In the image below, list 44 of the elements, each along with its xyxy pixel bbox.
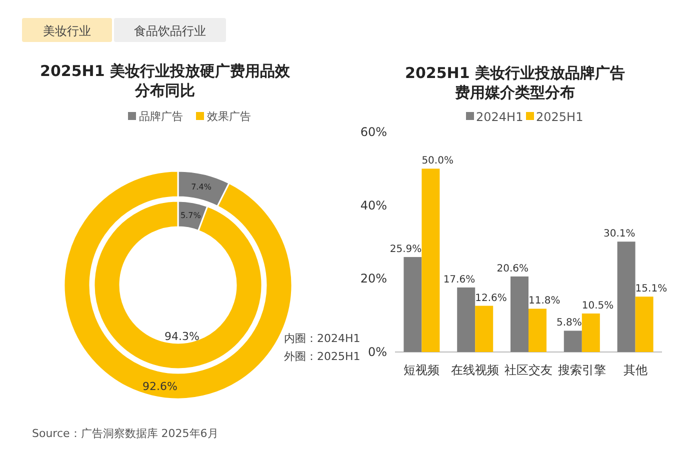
y-tick-label: 60% xyxy=(360,125,387,139)
x-tick-label: 其他 xyxy=(623,363,648,377)
chart-title: 2025H1 美妆行业投放品牌广告费用媒介类型分布 xyxy=(405,64,625,102)
data-label: 20.6% xyxy=(496,263,528,274)
y-tick-label: 40% xyxy=(360,198,387,212)
bar xyxy=(564,330,582,352)
data-label: 5.8% xyxy=(556,318,582,329)
data-label: 11.8% xyxy=(528,296,560,307)
data-label: 7.4% xyxy=(191,182,212,192)
y-tick-label: 0% xyxy=(368,345,387,359)
legend-label: 2025H1 xyxy=(536,110,584,124)
bar xyxy=(475,306,494,352)
bar xyxy=(510,276,528,352)
x-tick-label: 社区交友 xyxy=(504,363,552,377)
data-label: 94.3% xyxy=(164,330,200,343)
slice-label: 外圈：2025H1 xyxy=(284,350,360,363)
bar xyxy=(422,168,440,352)
text: 食品饮品行业 xyxy=(134,24,206,38)
data-label: 5.7% xyxy=(180,211,202,220)
legend-label: 效果广告 xyxy=(207,110,251,123)
bar xyxy=(528,308,546,352)
bar xyxy=(582,314,600,352)
slice-label: 内圈：2024H1 xyxy=(284,332,360,345)
bar xyxy=(617,242,636,352)
bar xyxy=(404,257,422,352)
x-tick-label: 在线视频 xyxy=(451,363,500,377)
data-label: 25.9% xyxy=(390,244,422,256)
data-label: 17.6% xyxy=(443,274,476,286)
data-label: 92.6% xyxy=(142,380,178,393)
legend-label: 品牌广告 xyxy=(139,110,183,123)
chart-title: 2025H1 美妆行业投放硬广费用品效分布同比 xyxy=(40,62,291,100)
y-tick-label: 20% xyxy=(360,272,387,286)
data-label: 15.1% xyxy=(635,284,668,295)
x-tick-label: 短视频 xyxy=(404,363,440,377)
source-note: Source：广告洞察数据库 2025年6月 xyxy=(32,427,218,440)
x-tick-label: 搜索引擎 xyxy=(558,363,606,377)
bar xyxy=(457,287,476,352)
bar xyxy=(635,296,654,352)
data-label: 50.0% xyxy=(422,156,454,167)
legend-label: 2024H1 xyxy=(476,110,524,124)
text: 美妆行业 xyxy=(43,24,91,38)
data-label: 12.6% xyxy=(475,292,507,304)
data-label: 10.5% xyxy=(582,300,614,312)
data-label: 30.1% xyxy=(604,228,636,240)
